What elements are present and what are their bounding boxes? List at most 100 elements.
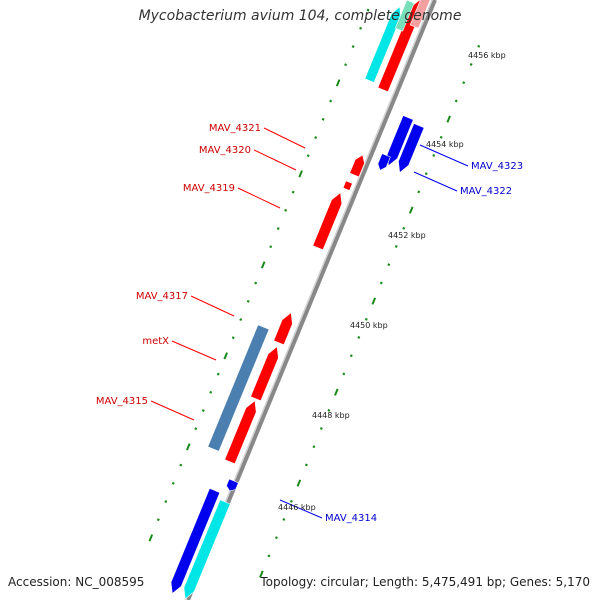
- inner-major-tick: [260, 261, 266, 269]
- gene-label-mav-4323[interactable]: MAV_4323: [471, 161, 523, 172]
- gene-arrow-mav-4314: [226, 478, 239, 492]
- leader-metx: [171, 340, 217, 361]
- inner-minor-tick: [179, 463, 183, 467]
- inner-minor-tick: [239, 318, 243, 321]
- scale-label-4454: 4454 kbp: [426, 140, 464, 149]
- gene-arrow-top-cyan: [364, 5, 402, 83]
- gene-label-mav-4314[interactable]: MAV_4314: [325, 513, 377, 524]
- gene-label-mav-4322[interactable]: MAV_4322: [460, 186, 512, 197]
- gene-arrow-mav-4322: [398, 123, 425, 174]
- outer-minor-tick: [282, 518, 286, 521]
- outer-minor-tick: [439, 135, 443, 139]
- gene-arrow-top-pink: [409, 0, 431, 29]
- inner-minor-tick: [321, 117, 325, 121]
- gene-arrow-mav-4317: [273, 312, 293, 346]
- inner-minor-tick: [156, 518, 160, 522]
- gene-label-mav-4319[interactable]: MAV_4319: [183, 183, 235, 194]
- gene-arrow-metx: [250, 346, 279, 402]
- inner-minor-tick: [314, 136, 318, 139]
- inner-minor-tick: [291, 190, 295, 194]
- inner-major-tick: [186, 443, 191, 451]
- tick-row-outer: [259, 44, 481, 578]
- outer-minor-tick: [349, 354, 353, 358]
- outer-minor-tick: [432, 154, 436, 157]
- outer-minor-tick: [387, 263, 391, 267]
- scale-label-4452: 4452 kbp: [388, 231, 426, 240]
- gene-arrow-mav-4319: [312, 192, 343, 251]
- inner-minor-tick: [276, 227, 280, 230]
- outer-minor-tick: [394, 245, 398, 248]
- gene-label-metx[interactable]: metX: [142, 336, 169, 347]
- inner-minor-tick: [254, 281, 258, 285]
- leader-mav-4320: [253, 149, 297, 171]
- outer-major-tick: [446, 115, 451, 123]
- inner-minor-tick: [201, 409, 205, 412]
- gene-arrow-mav-4315: [224, 400, 257, 465]
- inner-major-tick: [335, 79, 341, 87]
- tick-row-inner: [148, 8, 370, 542]
- scale-label-4446: 4446 kbp: [278, 503, 316, 512]
- gene-label-mav-4320[interactable]: MAV_4320: [199, 145, 251, 156]
- gene-label-mav-4317[interactable]: MAV_4317: [136, 291, 188, 302]
- inner-minor-tick: [209, 390, 213, 394]
- outer-minor-tick: [319, 427, 323, 430]
- scale-label-4448: 4448 kbp: [312, 411, 350, 420]
- inner-major-tick: [298, 170, 303, 178]
- leader-mav-4321: [263, 127, 306, 149]
- leader-mav-4315: [150, 400, 195, 421]
- gene-arrow-mav-4319-small: [342, 180, 353, 191]
- inner-minor-tick: [246, 299, 250, 303]
- scale-label-4450: 4450 kbp: [350, 321, 388, 330]
- gene-track: [170, 0, 431, 600]
- outer-minor-tick: [304, 463, 308, 467]
- gene-label-mav-4315[interactable]: MAV_4315: [96, 396, 148, 407]
- inner-minor-tick: [344, 63, 348, 67]
- inner-minor-tick: [171, 481, 175, 485]
- inner-minor-tick: [329, 99, 333, 103]
- outer-minor-tick: [417, 190, 421, 194]
- outer-minor-tick: [357, 336, 361, 339]
- inner-minor-tick: [359, 26, 363, 30]
- inner-minor-tick: [306, 154, 310, 158]
- outer-minor-tick: [462, 81, 466, 85]
- outer-major-tick: [259, 570, 264, 578]
- label-leader-lines: [150, 127, 469, 519]
- genome-backbone: [186, 0, 437, 601]
- outer-minor-tick: [267, 554, 271, 558]
- accession-text: Accession: NC_008595: [8, 575, 145, 589]
- outer-minor-tick: [424, 172, 428, 176]
- outer-major-tick: [334, 388, 339, 396]
- gene-arrow-mav-4320: [349, 154, 365, 178]
- gene-arrow-top-green: [394, 0, 415, 32]
- inner-minor-tick: [164, 500, 168, 503]
- outer-major-tick: [408, 206, 414, 214]
- inner-minor-tick: [366, 8, 370, 12]
- outer-minor-tick: [477, 44, 481, 48]
- outer-major-tick: [371, 297, 377, 305]
- inner-minor-tick: [216, 372, 220, 376]
- inner-minor-tick: [194, 427, 198, 431]
- genome-summary-text: Topology: circular; Length: 5,475,491 bp…: [260, 575, 590, 589]
- outer-minor-tick: [312, 445, 316, 449]
- leader-mav-4323: [419, 144, 469, 167]
- leader-mav-4317: [190, 295, 235, 317]
- gene-arrow-bottom-cyan: [183, 499, 231, 600]
- outer-minor-tick: [402, 226, 406, 230]
- outer-minor-tick: [342, 372, 346, 376]
- outer-minor-tick: [289, 499, 293, 503]
- gene-arrow-mav-4322-small: [377, 153, 391, 171]
- steelblue-feature-region: [207, 324, 270, 452]
- genome-backbone-highlight: [184, 0, 433, 601]
- outer-minor-tick: [379, 281, 383, 285]
- leader-mav-4319: [237, 187, 281, 209]
- outer-minor-tick: [469, 63, 473, 66]
- outer-minor-tick: [327, 408, 331, 412]
- inner-major-tick: [148, 534, 154, 542]
- inner-minor-tick: [231, 336, 235, 340]
- leader-mav-4314: [279, 499, 323, 519]
- outer-minor-tick: [364, 317, 368, 321]
- gene-label-mav-4321[interactable]: MAV_4321: [209, 123, 261, 134]
- scale-label-4456: 4456 kbp: [468, 51, 506, 60]
